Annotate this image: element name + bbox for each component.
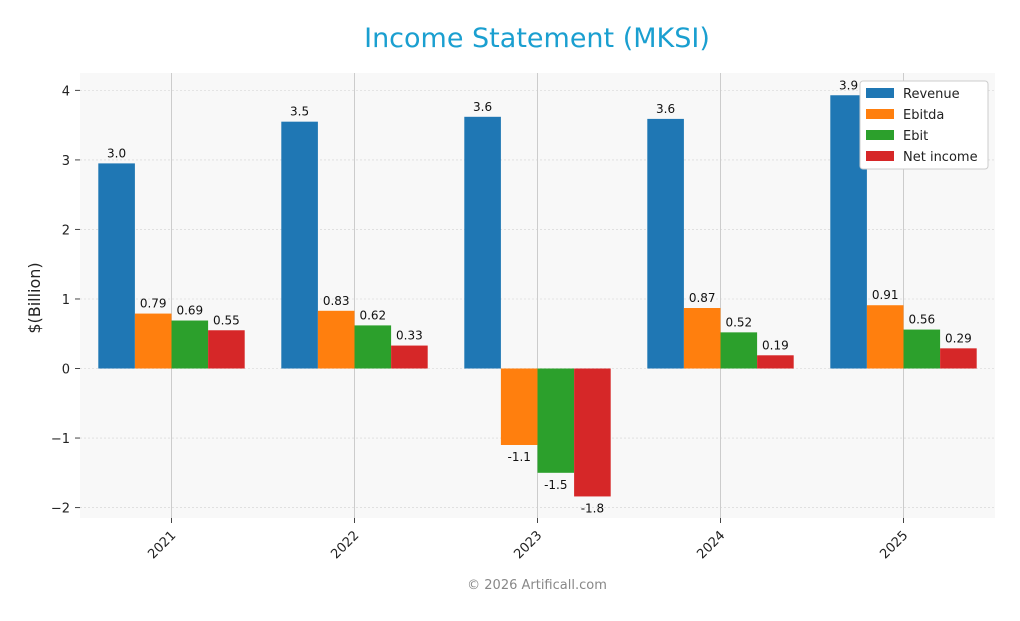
legend-label: Revenue [903,87,960,102]
x-tick-label: 2022 [328,528,362,562]
bar-revenue-2022 [281,121,318,369]
y-tick-label: 0 [62,363,70,378]
data-label: 0.79 [140,297,167,311]
bar-net-income-2025 [940,348,977,369]
footer-copyright: © 2026 Artificall.com [467,578,607,593]
bar-net-income-2021 [208,330,245,369]
data-label: -1.5 [544,478,567,492]
data-label: 3.9 [839,78,858,92]
y-tick-label: 3 [62,154,70,169]
legend: Revenue Ebitda Ebit Net income [859,80,989,170]
x-tick-label: 2021 [145,528,179,562]
legend-label: Ebit [903,129,928,144]
bar-ebitda-2023 [500,368,538,445]
data-label: 3.6 [473,100,492,114]
bar-ebitda-2025 [866,305,904,369]
bar-ebit-2025 [903,329,941,369]
bar-ebitda-2022 [317,310,355,369]
data-label: 0.87 [689,291,716,305]
data-label: 0.29 [945,331,972,345]
bar-ebit-2024 [720,332,758,369]
data-label: 0.56 [908,313,935,327]
data-label: 0.69 [176,304,203,318]
y-tick-label: −1 [51,432,70,447]
bar-revenue-2023 [464,116,501,369]
data-label: 0.91 [872,288,899,302]
y-tick-label: 4 [62,84,70,99]
bar-ebitda-2021 [134,313,172,369]
data-label: 0.62 [359,308,386,322]
x-tick-label: 2023 [511,528,545,562]
data-label: -1.1 [507,450,530,464]
y-tick-label: 1 [62,293,70,308]
data-label: 0.19 [762,338,789,352]
legend-label: Ebitda [903,108,944,123]
x-tick-label: 2024 [694,528,728,562]
legend-swatch [866,88,894,98]
data-label: 0.33 [396,329,423,343]
bar-revenue-2024 [647,118,684,369]
bar-net-income-2023 [574,368,611,497]
data-label: 3.0 [107,146,126,160]
bar-ebit-2023 [537,368,575,473]
data-label: 0.55 [213,313,240,327]
bar-revenue-2021 [98,163,135,369]
data-label: -1.8 [581,501,604,515]
chart-title: Income Statement (MKSI) [364,23,710,54]
y-axis-label: $(Billion) [25,262,44,333]
legend-box [859,80,989,170]
y-tick-label: −2 [51,502,70,517]
bars [98,95,977,497]
bar-ebit-2021 [171,320,209,369]
y-tick-label: 2 [62,223,70,238]
data-label: 3.5 [290,105,309,119]
data-label: 0.52 [725,315,752,329]
legend-label: Net income [903,150,978,165]
data-labels: 3.0 3.5 3.6 3.6 3.9 0.79 0.83 -1.1 0.87 0.91 0.69 0… [107,78,972,515]
data-label: 3.6 [656,102,675,116]
legend-swatch [866,130,894,140]
bar-ebitda-2024 [683,308,721,369]
bar-net-income-2022 [391,345,428,369]
bar-ebit-2022 [354,325,392,369]
x-tick-label: 2025 [877,528,911,562]
legend-swatch [866,151,894,161]
legend-swatch [866,109,894,119]
data-label: 0.83 [323,294,350,308]
bar-net-income-2024 [757,355,794,369]
